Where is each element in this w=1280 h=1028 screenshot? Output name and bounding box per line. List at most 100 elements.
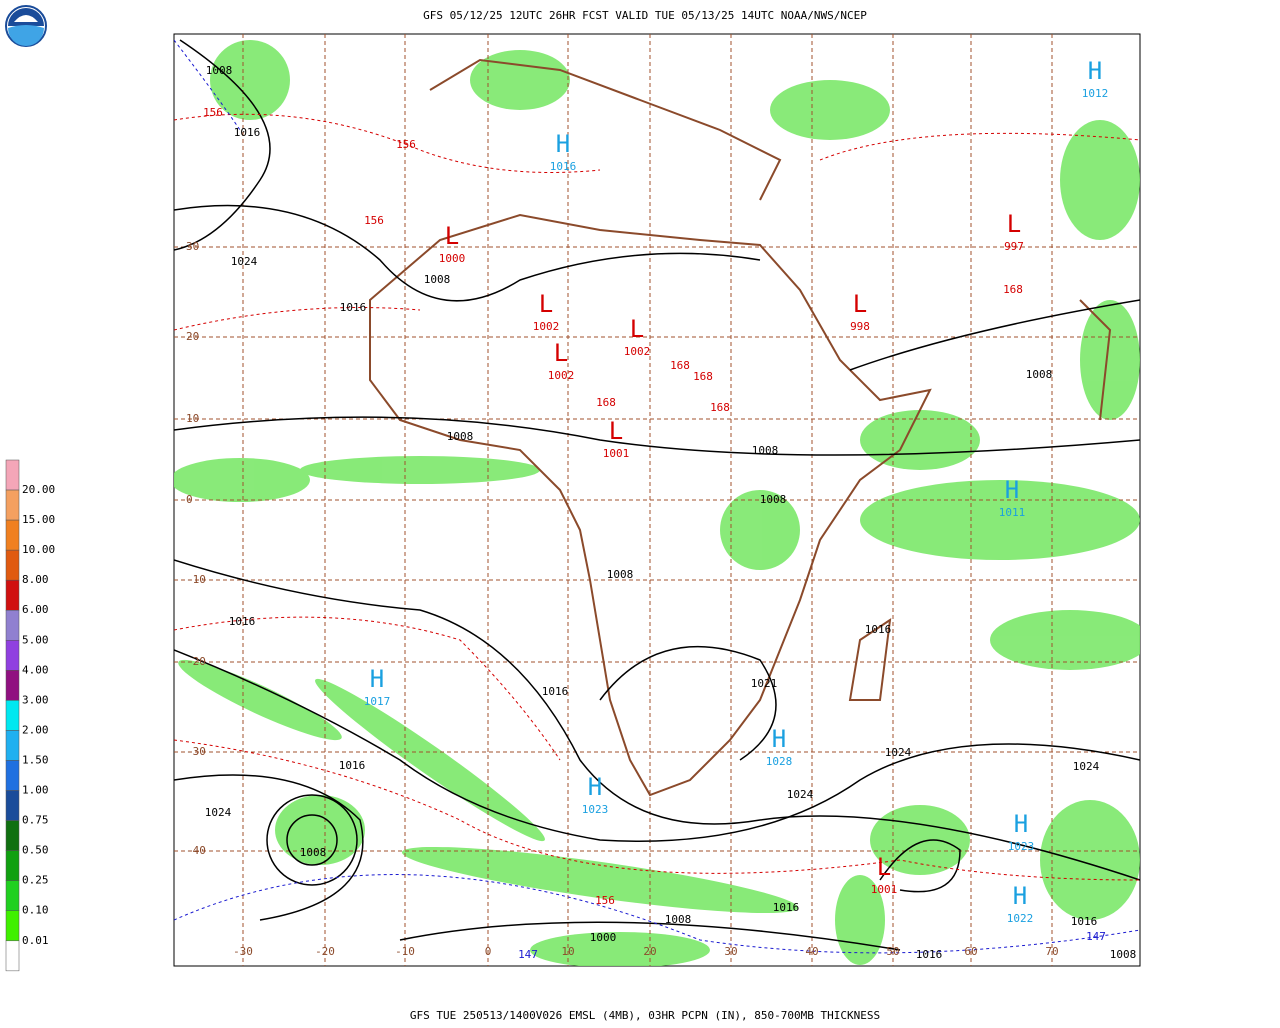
legend-label: 0.75 (22, 814, 49, 827)
lon-label: 0 (485, 945, 492, 958)
legend-label: 20.00 (22, 483, 55, 496)
legend-label: 0.01 (22, 934, 49, 947)
lat-label: 10 (186, 412, 199, 425)
lon-label: 30 (724, 945, 737, 958)
center-symbol: L (853, 290, 867, 318)
lat-label: -10 (186, 573, 206, 586)
center-symbol: L (445, 222, 459, 250)
legend-label: 2.00 (22, 723, 49, 736)
thickness-label: 156 (595, 894, 615, 907)
legend: 20.00 15.00 10.00 8.00 6.00 5.00 4.00 3.00 2.00 1… (5, 459, 55, 972)
center-symbol: H (1088, 57, 1102, 85)
legend-swatch (5, 760, 20, 791)
thickness-label: 168 (693, 370, 713, 383)
legend-swatch (5, 850, 20, 881)
legend-label: 10.00 (22, 543, 55, 556)
isobar-label: 1008 (206, 64, 233, 77)
center-value: 1000 (439, 252, 466, 265)
center-symbol: H (1005, 476, 1019, 504)
thickness-label: 147 (1086, 930, 1106, 943)
map-caption: GFS TUE 250513/1400V026 EMSL (4MB), 03HR… (410, 1009, 880, 1022)
coastline (369, 213, 932, 797)
legend-label: 1.00 (22, 784, 49, 797)
map-title: GFS 05/12/25 12UTC 26HR FCST VALID TUE 0… (423, 9, 867, 22)
legend-swatch (5, 940, 20, 972)
legend-swatch (5, 820, 20, 851)
lat-label: -40 (186, 844, 206, 857)
lon-label: 10 (561, 945, 574, 958)
isobar-label: 1024 (231, 255, 258, 268)
thickness-label: 168 (596, 396, 616, 409)
legend-swatch (5, 640, 20, 671)
legend-label: 0.50 (22, 844, 49, 857)
isobar-label: 1024 (205, 806, 232, 819)
legend-swatch (5, 579, 20, 611)
legend-swatch (5, 670, 20, 701)
center-symbol: H (1013, 882, 1027, 910)
lon-label: 40 (805, 945, 818, 958)
lon-label: 20 (643, 945, 656, 958)
isobar-label: 1016 (229, 615, 256, 628)
center-symbol: L (554, 339, 568, 367)
map-layers (174, 34, 1140, 966)
legend-label: 6.00 (22, 603, 49, 616)
thickness-lines (174, 113, 1140, 881)
isobar-label: 1021 (751, 677, 778, 690)
legend-swatch (5, 700, 20, 731)
center-value: 1028 (766, 755, 793, 768)
isobar-label: 1008 (760, 493, 787, 506)
isobar-label: 1008 (607, 568, 634, 581)
isobar-label: 1016 (340, 301, 367, 314)
thickness-label: 156 (396, 138, 416, 151)
legend-swatch (5, 549, 20, 581)
lon-label: 50 (886, 945, 899, 958)
isobar-label: 1008 (424, 273, 451, 286)
center-value: 1012 (1082, 87, 1109, 100)
center-value: 1023 (1008, 840, 1035, 853)
center-symbol: L (1007, 210, 1021, 238)
legend-swatch (5, 880, 20, 912)
isobar-label: 1024 (787, 788, 814, 801)
isobar-label: 1016 (1071, 915, 1098, 928)
thickness-label: 168 (710, 401, 730, 414)
center-symbol: L (609, 417, 623, 445)
center-value: 1022 (1007, 912, 1034, 925)
center-symbol: L (630, 315, 644, 343)
map-labels: 30 20 10 0 -10 -20 -30 -40 -30 -20 -10 0 10 20 30 40 50 6… (186, 57, 1136, 961)
center-symbol: H (1014, 810, 1028, 838)
isobar-label: 1000 (590, 931, 617, 944)
center-value: 1011 (999, 506, 1026, 519)
legend-swatch (5, 790, 20, 821)
isobar-label: 1008 (665, 913, 692, 926)
center-value: 1001 (871, 883, 898, 896)
lat-label: 0 (186, 493, 193, 506)
isobar-label: 1008 (300, 846, 327, 859)
thickness-label: 168 (670, 359, 690, 372)
lat-label: -20 (186, 655, 206, 668)
center-value: 1023 (582, 803, 609, 816)
isobars (174, 39, 1140, 951)
isobar-label: 1024 (885, 746, 912, 759)
coastline (429, 58, 1112, 701)
isobar-label: 1008 (752, 444, 779, 457)
center-value: 1017 (364, 695, 391, 708)
lat-label: 30 (186, 240, 199, 253)
legend-swatch (5, 489, 20, 521)
center-symbol: H (588, 773, 602, 801)
lat-label: 20 (186, 330, 199, 343)
center-symbol: H (556, 130, 570, 158)
isobar-label: 1016 (234, 126, 261, 139)
legend-swatch (5, 610, 20, 641)
lon-label: 60 (964, 945, 977, 958)
legend-label: 8.00 (22, 573, 49, 586)
center-symbol: L (877, 853, 891, 881)
thickness-label: 156 (203, 106, 223, 119)
isobar-label: 1016 (339, 759, 366, 772)
legend-label: 1.50 (22, 753, 49, 766)
legend-swatch (5, 519, 20, 551)
lon-label: 70 (1045, 945, 1058, 958)
isobar-label: 1008 (447, 430, 474, 443)
center-value: 1001 (603, 447, 630, 460)
isobar-label: 1016 (865, 623, 892, 636)
